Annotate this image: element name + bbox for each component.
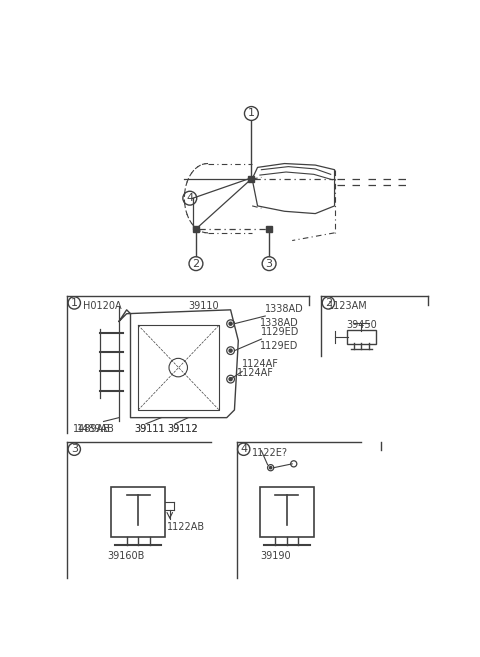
Bar xyxy=(193,226,199,232)
Text: 39190: 39190 xyxy=(260,551,290,561)
Circle shape xyxy=(269,466,272,469)
Text: 1: 1 xyxy=(248,108,255,118)
Text: 2: 2 xyxy=(325,298,332,308)
Text: 4: 4 xyxy=(240,444,247,454)
Text: 1124AF: 1124AF xyxy=(237,367,274,378)
Bar xyxy=(266,226,272,232)
Text: 3: 3 xyxy=(265,259,273,269)
Text: 1123AM: 1123AM xyxy=(328,302,368,311)
Text: 1489AB: 1489AB xyxy=(73,424,110,434)
Text: 3: 3 xyxy=(71,444,78,454)
Text: 1: 1 xyxy=(71,298,78,308)
Circle shape xyxy=(229,322,232,325)
Circle shape xyxy=(229,349,232,352)
Circle shape xyxy=(229,378,232,380)
Text: 39111: 39111 xyxy=(134,424,165,434)
Text: 1129ED: 1129ED xyxy=(260,340,298,351)
Text: 39110: 39110 xyxy=(188,301,219,311)
Text: 1338AD: 1338AD xyxy=(260,317,299,328)
Bar xyxy=(111,487,165,537)
Text: 1338AD: 1338AD xyxy=(265,304,304,313)
Text: 1122AB: 1122AB xyxy=(167,522,205,532)
Bar xyxy=(248,176,254,182)
Text: 39112: 39112 xyxy=(168,424,198,434)
Bar xyxy=(260,487,314,537)
Text: 39450: 39450 xyxy=(346,320,377,330)
Text: 4: 4 xyxy=(186,193,193,203)
Text: 39112: 39112 xyxy=(168,424,198,434)
Text: 1489AB: 1489AB xyxy=(77,424,114,434)
Text: 1124AF: 1124AF xyxy=(242,359,279,369)
Text: 2: 2 xyxy=(192,259,200,269)
Text: 39111: 39111 xyxy=(134,424,165,434)
Text: 1122E?: 1122E? xyxy=(252,447,288,458)
Text: 39160B: 39160B xyxy=(108,551,145,561)
Text: H0120A: H0120A xyxy=(83,301,121,311)
Text: 1129ED: 1129ED xyxy=(262,327,300,337)
